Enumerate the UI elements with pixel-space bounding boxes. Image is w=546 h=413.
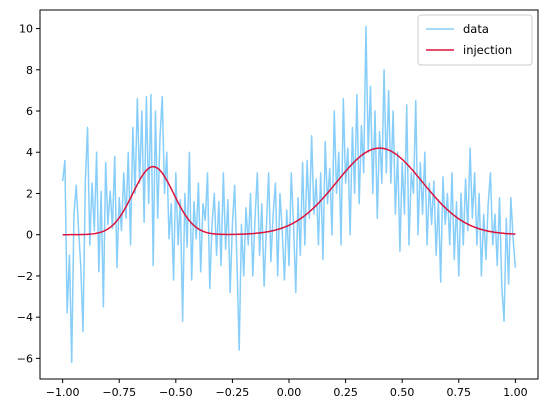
series-line-data bbox=[61, 25, 517, 364]
y-tick-label: 10 bbox=[19, 23, 33, 36]
x-tick-label: 1.00 bbox=[503, 386, 528, 399]
x-tick-label: −0.50 bbox=[159, 386, 193, 399]
plot-area bbox=[61, 25, 517, 364]
series-line-injection bbox=[62, 147, 516, 236]
x-tick-label: 0.25 bbox=[333, 386, 358, 399]
x-tick-label: −0.25 bbox=[216, 386, 250, 399]
x-tick-label: −1.00 bbox=[46, 386, 80, 399]
x-tick-label: 0.50 bbox=[390, 386, 415, 399]
y-tick-label: 8 bbox=[26, 64, 33, 77]
y-tick-label: 6 bbox=[26, 105, 33, 118]
legend: data injection bbox=[417, 14, 533, 66]
x-tick-label: 0.75 bbox=[447, 386, 472, 399]
legend-box bbox=[417, 14, 533, 66]
y-tick-label: −2 bbox=[17, 270, 33, 283]
y-tick-label: 0 bbox=[26, 229, 33, 242]
axes-frame bbox=[39, 9, 539, 380]
y-tick-label: −6 bbox=[17, 352, 33, 365]
y-axis: −6 −4 −2 0 2 4 6 8 10 bbox=[17, 23, 40, 365]
x-tick-label: 0.00 bbox=[277, 386, 302, 399]
legend-label-injection: injection bbox=[463, 43, 512, 57]
y-tick-label: −4 bbox=[17, 311, 33, 324]
x-tick-label: −0.75 bbox=[102, 386, 136, 399]
y-tick-label: 4 bbox=[26, 146, 33, 159]
y-tick-label: 2 bbox=[26, 187, 33, 200]
legend-label-data: data bbox=[463, 22, 489, 36]
x-axis: −1.00 −0.75 −0.50 −0.25 0.00 0.25 0.50 0.75 1.00 bbox=[46, 379, 528, 399]
